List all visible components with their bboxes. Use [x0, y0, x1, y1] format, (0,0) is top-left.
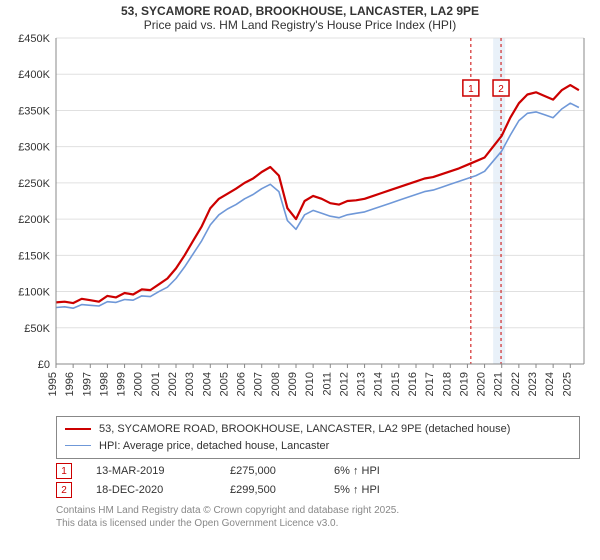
svg-text:£200K: £200K [18, 214, 50, 226]
svg-text:2022: 2022 [510, 372, 522, 396]
chart-title-block: 53, SYCAMORE ROAD, BROOKHOUSE, LANCASTER… [0, 0, 600, 34]
svg-text:2010: 2010 [304, 372, 316, 396]
svg-text:£400K: £400K [18, 69, 50, 81]
svg-text:2021: 2021 [493, 372, 505, 396]
marker-badge: 2 [56, 482, 72, 498]
svg-text:1997: 1997 [81, 372, 93, 396]
svg-text:2016: 2016 [407, 372, 419, 396]
svg-text:2013: 2013 [356, 372, 368, 396]
legend-label: 53, SYCAMORE ROAD, BROOKHOUSE, LANCASTER… [99, 421, 510, 438]
footer-line-1: Contains HM Land Registry data © Crown c… [56, 504, 580, 517]
marker-pct: 6% ↑ HPI [334, 465, 424, 477]
svg-text:2007: 2007 [253, 372, 265, 396]
svg-text:2006: 2006 [236, 372, 248, 396]
legend-label: HPI: Average price, detached house, Lanc… [99, 438, 329, 455]
legend-row: 53, SYCAMORE ROAD, BROOKHOUSE, LANCASTER… [65, 421, 571, 438]
marker-badge: 1 [56, 463, 72, 479]
svg-text:2008: 2008 [270, 372, 282, 396]
svg-text:2011: 2011 [321, 372, 333, 396]
svg-text:2020: 2020 [476, 372, 488, 396]
svg-text:£150K: £150K [18, 250, 50, 262]
svg-text:2025: 2025 [561, 372, 573, 396]
legend-swatch [65, 428, 91, 430]
chart-title-sub: Price paid vs. HM Land Registry's House … [0, 18, 600, 32]
svg-text:£250K: £250K [18, 178, 50, 190]
svg-text:£100K: £100K [18, 287, 50, 299]
svg-text:1: 1 [468, 84, 474, 95]
svg-text:2024: 2024 [544, 372, 556, 396]
svg-text:2004: 2004 [201, 372, 213, 396]
svg-text:1996: 1996 [64, 372, 76, 396]
line-chart-svg: £0 £50K £100K £150K £200K £250K £300K £350K £400… [0, 34, 600, 410]
svg-text:2018: 2018 [441, 372, 453, 396]
svg-text:2002: 2002 [167, 372, 179, 396]
svg-text:2000: 2000 [133, 372, 145, 396]
svg-text:£50K: £50K [24, 323, 50, 335]
svg-text:1999: 1999 [116, 372, 128, 396]
marker-date: 18-DEC-2020 [96, 484, 206, 496]
svg-text:£450K: £450K [18, 34, 50, 45]
svg-text:2015: 2015 [390, 372, 402, 396]
svg-text:2014: 2014 [373, 372, 385, 396]
legend-swatch [65, 445, 91, 446]
marker-table: 1 13-MAR-2019 £275,000 6% ↑ HPI 2 18-DEC-2020… [56, 463, 580, 498]
svg-text:2023: 2023 [527, 372, 539, 396]
svg-text:2001: 2001 [150, 372, 162, 396]
legend: 53, SYCAMORE ROAD, BROOKHOUSE, LANCASTER… [56, 416, 580, 459]
marker-price: £275,000 [230, 465, 310, 477]
svg-text:1998: 1998 [98, 372, 110, 396]
marker-row: 1 13-MAR-2019 £275,000 6% ↑ HPI [56, 463, 580, 479]
legend-row: HPI: Average price, detached house, Lanc… [65, 438, 571, 455]
footer-attribution: Contains HM Land Registry data © Crown c… [56, 504, 580, 530]
marker-pct: 5% ↑ HPI [334, 484, 424, 496]
svg-text:£300K: £300K [18, 142, 50, 154]
svg-text:2: 2 [498, 84, 504, 95]
svg-text:1995: 1995 [47, 372, 59, 396]
svg-text:2012: 2012 [338, 372, 350, 396]
footer-line-2: This data is licensed under the Open Gov… [56, 517, 580, 530]
marker-price: £299,500 [230, 484, 310, 496]
marker-date: 13-MAR-2019 [96, 465, 206, 477]
svg-text:2009: 2009 [287, 372, 299, 396]
svg-text:£0: £0 [38, 359, 50, 371]
svg-text:2017: 2017 [424, 372, 436, 396]
chart-area: £0 £50K £100K £150K £200K £250K £300K £350K £400… [0, 34, 600, 410]
svg-text:2003: 2003 [184, 372, 196, 396]
svg-text:£350K: £350K [18, 105, 50, 117]
chart-title-main: 53, SYCAMORE ROAD, BROOKHOUSE, LANCASTER… [0, 4, 600, 18]
svg-text:2005: 2005 [218, 372, 230, 396]
marker-row: 2 18-DEC-2020 £299,500 5% ↑ HPI [56, 482, 580, 498]
svg-text:2019: 2019 [458, 372, 470, 396]
